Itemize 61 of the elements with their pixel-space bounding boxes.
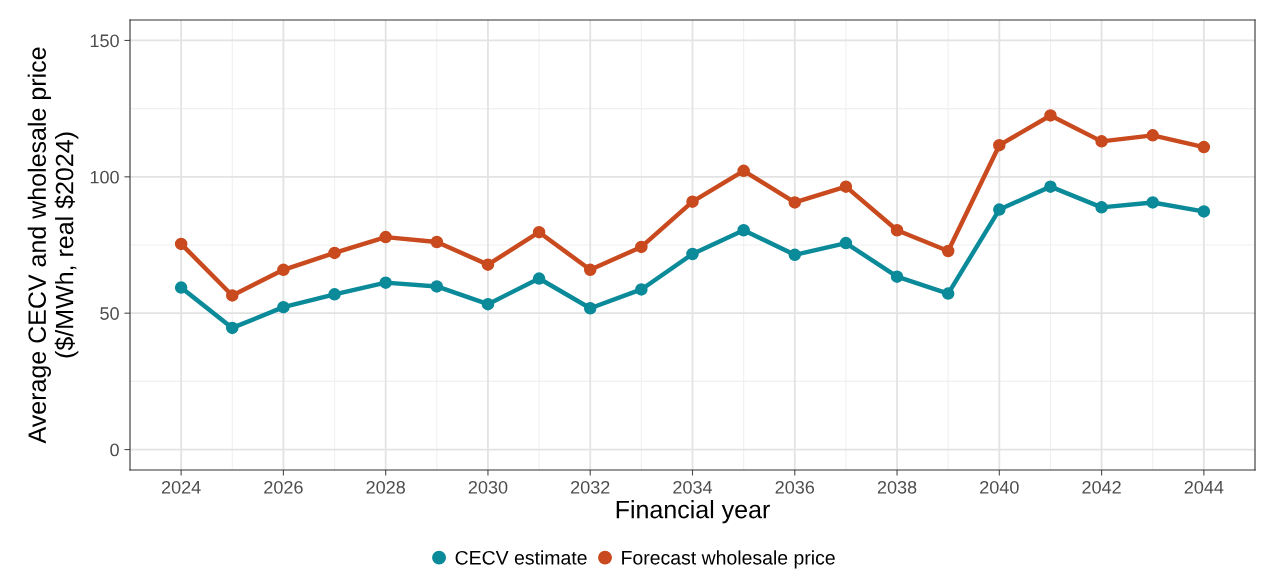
- point: [1095, 135, 1108, 148]
- x-tick-label: 2042: [1082, 480, 1121, 494]
- x-tick-label: 2032: [571, 480, 610, 494]
- legend-label: Forecast wholesale price: [622, 550, 835, 569]
- point: [583, 302, 597, 315]
- point: [1197, 205, 1211, 218]
- point: [174, 281, 188, 294]
- x-tick-label: 2028: [366, 480, 405, 494]
- y-tick-label: 50: [100, 307, 119, 320]
- x-tick-label: 2026: [264, 480, 303, 494]
- point: [839, 180, 853, 193]
- point: [328, 288, 341, 301]
- point: [788, 248, 802, 262]
- point: [737, 164, 750, 178]
- point: [941, 244, 955, 258]
- point: [686, 247, 699, 261]
- x-tick-label: 2034: [673, 480, 713, 494]
- x-tick-label: 2044: [1184, 480, 1224, 494]
- point: [635, 240, 648, 254]
- point: [1044, 109, 1057, 122]
- point: [481, 258, 495, 271]
- x-tick-label: 2030: [468, 480, 508, 494]
- point: [328, 246, 341, 260]
- point: [941, 287, 955, 300]
- point: [686, 195, 699, 208]
- point: [890, 224, 904, 237]
- point: [839, 236, 853, 250]
- x-axis-title: Financial year: [616, 500, 770, 524]
- point: [737, 224, 750, 237]
- y-tick-label: 100: [90, 170, 119, 184]
- point: [890, 270, 904, 283]
- y-tick-label: 150: [90, 34, 119, 48]
- point: [379, 230, 392, 244]
- y-axis-title: Average CECV and wholesale price ($/MWh, real $2024): [27, 47, 79, 444]
- point: [993, 203, 1006, 216]
- point: [174, 237, 188, 251]
- point: [1044, 180, 1057, 193]
- point: [226, 321, 239, 335]
- point: [481, 297, 495, 311]
- point: [635, 283, 648, 296]
- legend-label: CECV estimate: [455, 550, 587, 565]
- x-tick-label: 2024: [161, 480, 201, 494]
- point: [1095, 201, 1108, 214]
- point: [1146, 129, 1159, 142]
- point: [1197, 140, 1211, 154]
- point: [379, 276, 392, 289]
- x-tick-label: 2040: [980, 480, 1019, 494]
- x-tick-label: 2036: [775, 480, 815, 494]
- x-tick-label: 2038: [877, 480, 917, 494]
- point: [993, 138, 1006, 152]
- point: [277, 300, 290, 314]
- point: [532, 225, 546, 239]
- point: [1146, 196, 1159, 209]
- point: [430, 235, 444, 249]
- point: [532, 272, 546, 285]
- point: [788, 196, 802, 209]
- point: [583, 263, 597, 277]
- point: [277, 263, 290, 277]
- point: [430, 280, 444, 293]
- point: [226, 289, 239, 302]
- y-tick-label: 0: [110, 443, 119, 457]
